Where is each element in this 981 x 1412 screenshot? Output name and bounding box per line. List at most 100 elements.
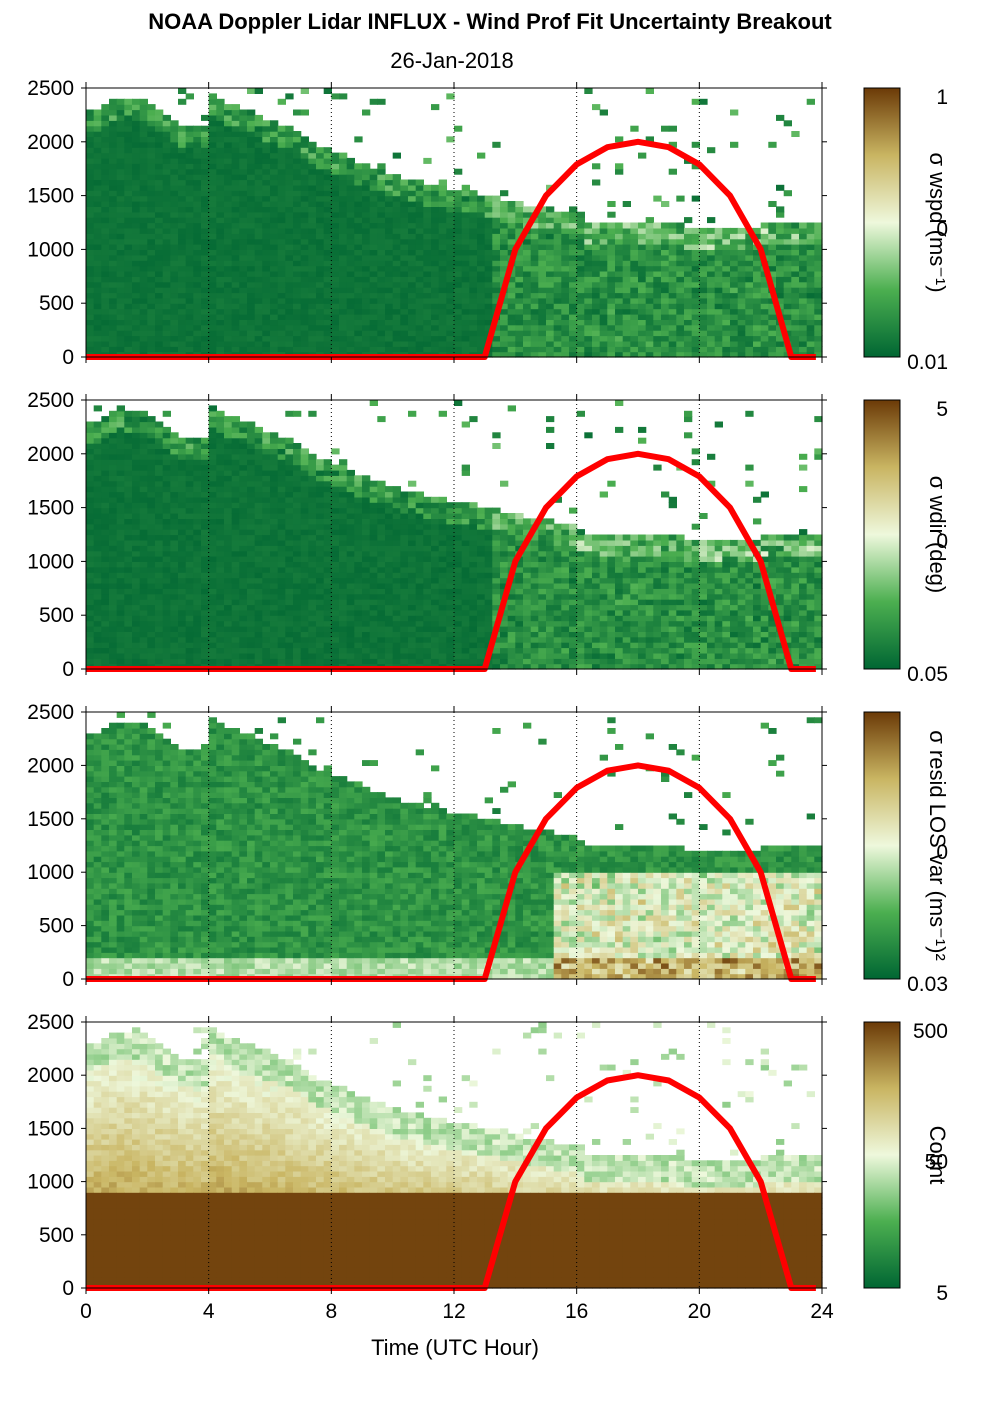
heatmap-cell bbox=[185, 513, 194, 519]
heatmap-cell bbox=[224, 233, 233, 240]
heatmap-cell bbox=[461, 184, 470, 191]
heatmap-cell bbox=[339, 636, 348, 643]
heatmap-cell bbox=[231, 647, 240, 654]
heatmap-cell bbox=[730, 227, 739, 234]
heatmap-cell bbox=[132, 281, 141, 288]
heatmap-cell bbox=[162, 631, 171, 638]
heatmap-cell bbox=[201, 152, 210, 159]
heatmap-cell bbox=[377, 217, 386, 224]
heatmap-cell bbox=[254, 254, 263, 261]
heatmap-cell bbox=[331, 340, 340, 347]
heatmap-cell bbox=[645, 254, 654, 261]
heatmap-cell bbox=[254, 120, 263, 127]
heatmap-cell bbox=[300, 184, 309, 191]
heatmap-cell bbox=[239, 572, 248, 579]
heatmap-cell bbox=[584, 276, 593, 283]
heatmap-cell bbox=[285, 626, 294, 632]
heatmap-cell bbox=[277, 211, 286, 218]
heatmap-cell bbox=[737, 265, 746, 272]
heatmap-cell bbox=[691, 276, 700, 283]
heatmap-cell bbox=[86, 324, 95, 331]
heatmap-cell bbox=[208, 297, 217, 304]
heatmap-cell bbox=[400, 195, 409, 202]
heatmap-cell bbox=[799, 222, 808, 229]
heatmap-cell bbox=[576, 238, 585, 245]
heatmap-cell bbox=[262, 206, 271, 213]
heatmap-cell bbox=[247, 480, 256, 487]
heatmap-cell bbox=[576, 233, 585, 240]
heatmap-cell bbox=[308, 529, 317, 536]
heatmap-cell bbox=[768, 276, 777, 283]
heatmap-cell bbox=[316, 184, 325, 191]
heatmap-cell bbox=[285, 534, 294, 541]
heatmap-cell bbox=[592, 238, 601, 245]
heatmap-cell bbox=[224, 141, 233, 148]
heatmap-cell bbox=[254, 588, 263, 595]
heatmap-cell bbox=[308, 464, 317, 471]
heatmap-cell bbox=[170, 308, 179, 315]
heatmap-cell bbox=[668, 270, 677, 277]
heatmap-cell bbox=[132, 642, 141, 649]
heatmap-cell bbox=[431, 281, 440, 288]
heatmap-cell bbox=[814, 297, 823, 304]
heatmap-cell bbox=[216, 432, 225, 439]
heatmap-cell bbox=[116, 518, 125, 525]
heatmap-cell bbox=[185, 647, 194, 654]
heatmap-cell bbox=[178, 496, 187, 503]
heatmap-cell bbox=[147, 340, 156, 347]
heatmap-cell bbox=[124, 303, 133, 310]
heatmap-cell bbox=[193, 174, 202, 181]
heatmap-cell bbox=[500, 265, 509, 272]
heatmap-cell bbox=[270, 469, 279, 476]
heatmap-cell bbox=[285, 303, 294, 310]
heatmap-cell bbox=[124, 410, 133, 417]
heatmap-cell bbox=[109, 244, 118, 250]
heatmap-cell bbox=[270, 324, 279, 331]
heatmap-cell bbox=[86, 114, 95, 121]
heatmap-cell bbox=[461, 340, 470, 347]
heatmap-cell bbox=[415, 206, 424, 213]
heatmap-cell bbox=[362, 642, 371, 649]
heatmap-cell bbox=[316, 227, 325, 234]
heatmap-cell bbox=[814, 346, 823, 353]
heatmap-cell bbox=[93, 303, 102, 310]
heatmap-cell bbox=[362, 314, 371, 320]
heatmap-cell bbox=[515, 254, 524, 261]
heatmap-cell bbox=[277, 157, 286, 164]
heatmap-cell bbox=[362, 502, 371, 509]
heatmap-cell bbox=[546, 238, 555, 245]
heatmap-cell bbox=[162, 174, 171, 181]
heatmap-cell bbox=[147, 652, 156, 659]
heatmap-cell bbox=[323, 658, 332, 665]
heatmap-cell bbox=[201, 157, 210, 164]
heatmap-cell bbox=[415, 227, 424, 234]
heatmap-cell bbox=[216, 502, 225, 509]
heatmap-cell bbox=[592, 244, 601, 250]
heatmap-cell bbox=[132, 421, 141, 428]
heatmap-cell bbox=[653, 270, 662, 277]
heatmap-cell bbox=[369, 270, 378, 277]
heatmap-cell bbox=[339, 604, 348, 611]
heatmap-cell bbox=[477, 217, 486, 224]
heatmap-cell bbox=[668, 303, 677, 310]
heatmap-cell bbox=[86, 609, 95, 616]
heatmap-cell bbox=[93, 486, 102, 493]
heatmap-cell bbox=[162, 550, 171, 557]
heatmap-cell bbox=[254, 340, 263, 347]
heatmap-cell bbox=[423, 297, 432, 304]
heatmap-cell bbox=[308, 539, 317, 546]
heatmap-cell bbox=[139, 652, 148, 659]
heatmap-cell bbox=[392, 233, 401, 240]
heatmap-cell bbox=[139, 561, 148, 568]
heatmap-cell bbox=[239, 120, 248, 127]
heatmap-cell bbox=[86, 443, 95, 449]
heatmap-cell bbox=[339, 459, 348, 466]
heatmap-cell bbox=[615, 249, 624, 256]
heatmap-cell bbox=[132, 179, 141, 186]
heatmap-cell bbox=[293, 179, 302, 186]
heatmap-cell bbox=[316, 539, 325, 546]
heatmap-cell bbox=[216, 120, 225, 127]
heatmap-cell bbox=[454, 233, 463, 240]
heatmap-cell bbox=[454, 297, 463, 304]
heatmap-cell bbox=[760, 238, 769, 245]
